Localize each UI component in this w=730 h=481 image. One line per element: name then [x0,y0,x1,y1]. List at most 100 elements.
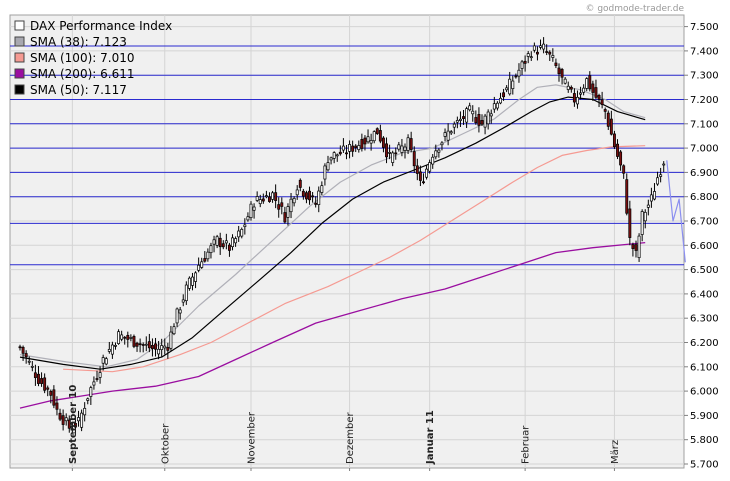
candle-body [455,120,459,123]
candle-body [354,145,358,148]
x-axis-label: Dezember [345,412,356,464]
y-tick-label: 7.100 [690,119,719,130]
candle-body [169,331,173,349]
candle-body [221,243,225,248]
y-tick-label: 6.500 [690,265,719,276]
candle-body [422,181,425,184]
candle-body [194,272,198,282]
candle-body [628,208,632,238]
y-tick-label: 7.200 [690,95,719,106]
candle-body [329,157,333,161]
candle-body [495,102,499,109]
candle-body [477,114,481,126]
candle-body [412,151,416,167]
candle-body [224,240,228,244]
candle-body [505,87,509,91]
legend-label: DAX Performance Index [30,19,172,33]
candle-body [52,389,56,406]
candle-body [77,417,80,422]
candle-body [255,196,259,201]
y-tick-label: 6.100 [690,362,719,373]
sma-50-line [19,96,646,370]
candle-body [55,402,59,410]
candle-body [64,417,68,422]
candle-body [523,60,527,64]
candle-body [172,326,176,335]
candle-body [563,78,567,84]
candle-body [295,189,299,196]
candle-body [46,387,50,390]
y-tick-label: 7.000 [690,144,719,155]
candle-body [437,149,441,153]
candle-body [637,235,641,258]
candle-body [317,190,321,206]
candle-body [381,137,385,148]
candle-body [572,93,576,103]
candle-body [92,381,96,386]
candle-body [274,192,278,201]
candle-body [366,136,370,143]
candle-body [246,216,250,221]
candle-body [363,137,367,145]
legend-swatch [14,36,25,47]
candle-body [89,387,93,397]
x-axis-labels: September 10 Oktober November Dezember Janua… [68,385,621,471]
candle-body [320,185,324,193]
candle-body [535,51,539,55]
candle-body [301,190,305,197]
candle-body [489,113,493,117]
candle-body [40,378,44,384]
legend-label: SMA (200): 6.611 [30,67,134,81]
candle-body [277,204,281,210]
candle-body [24,353,28,358]
candle-body [271,192,275,200]
y-tick-label: 5.800 [690,435,719,446]
candle-body [462,116,465,119]
y-tick-label: 7.500 [690,22,719,33]
candle-body [200,261,204,268]
candle-body [191,276,194,286]
candle-body [181,299,185,303]
candle-body [163,345,167,349]
candles [18,37,666,436]
candle-body [600,99,604,105]
candle-body [609,118,613,135]
candle-body [117,331,121,344]
y-tick-label: 6.800 [690,192,719,203]
y-tick-label: 5.900 [690,411,719,422]
candle-body [391,152,395,163]
candle-body [335,154,339,157]
candle-body [597,95,601,100]
candle-body [150,345,154,349]
candle-body [261,198,265,202]
candle-body [532,45,536,51]
candle-body [486,111,490,125]
legend-swatch [14,68,25,79]
candle-body [409,138,413,150]
y-tick-label: 6.600 [690,241,719,252]
candle-body [234,238,238,244]
candle-body [58,412,62,420]
candle-body [622,165,626,174]
candle-body [292,198,296,204]
candle-body [634,244,638,251]
legend-label: SMA (38): 7.123 [30,35,127,49]
candle-body [314,202,318,205]
candle-body [449,131,453,134]
candle-body [21,346,25,354]
candle-body [197,264,201,271]
x-axis-label: Oktober [160,423,171,464]
candle-body [452,123,456,128]
candle-body [576,96,579,105]
y-tick-label: 6.300 [690,314,719,325]
candle-body [397,144,401,150]
candle-body [557,67,561,75]
watermark: © godmode-trader.de [585,4,684,14]
candle-body [526,53,530,57]
candle-body [123,336,127,339]
candle-body [49,390,53,396]
candle-body [308,190,311,201]
candle-body [70,428,74,431]
candle-body [656,177,660,185]
